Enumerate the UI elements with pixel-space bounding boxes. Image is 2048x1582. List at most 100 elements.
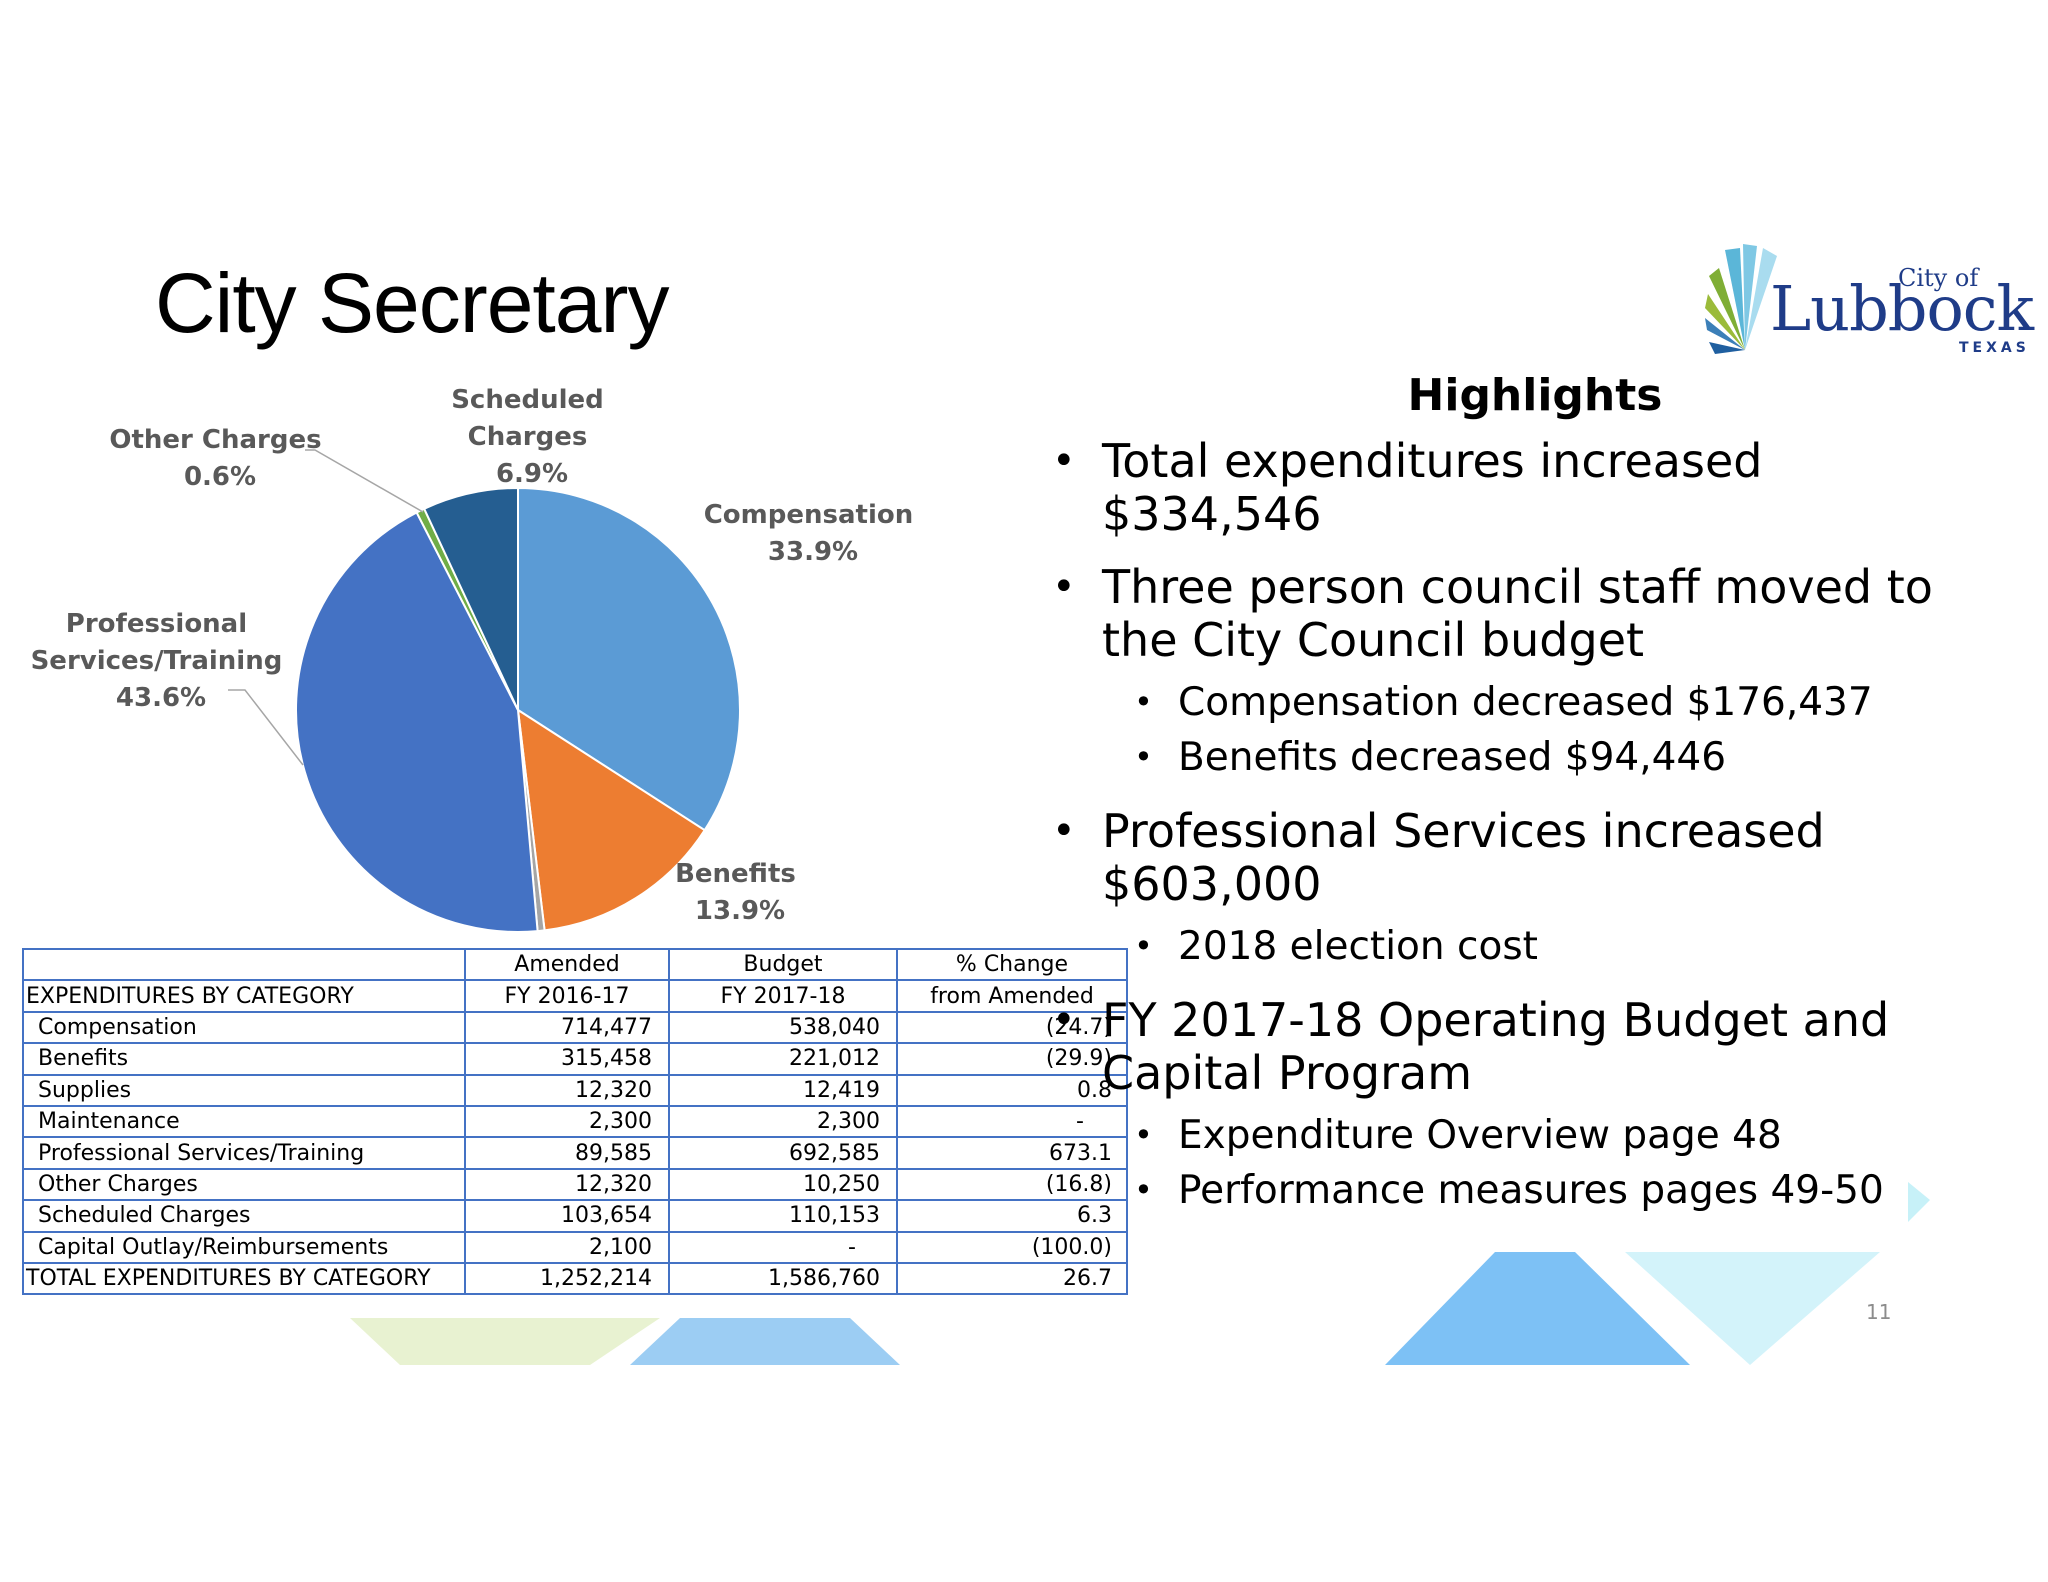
pie-slice-scheduled-charges: [422, 486, 519, 711]
table-row: Capital Outlay/Reimbursements 2,100- (100.…: [22, 1230, 1128, 1264]
pie-label-other: Other Charges 0.6%: [109, 425, 330, 492]
highlights-title: Highlights: [1407, 370, 1663, 421]
table-cell: -: [668, 1230, 898, 1264]
table-row: Benefits 315,458 221,012 (29.9): [22, 1042, 1128, 1076]
table-row: Supplies 12,320 12,419 0.8: [22, 1073, 1128, 1107]
table-cell: 26.7: [896, 1261, 1128, 1296]
pie-label-scheduled-line1: Scheduled: [451, 385, 604, 415]
blue-triangle-shape-right: [1385, 1252, 1690, 1365]
pie-label-professional: Professional Services/Training 43.6%: [31, 609, 292, 713]
table-cell: 1,586,760: [668, 1261, 898, 1296]
pie-label-other-value: 0.6%: [184, 462, 256, 492]
slide-title: City Secretary: [155, 256, 669, 350]
pie-label-professional-value: 43.6%: [116, 683, 206, 713]
table-header-cell: Budget: [668, 947, 898, 982]
pie-label-professional-line1: Professional: [66, 609, 247, 639]
table-header-row-1: Amended Budget % Change: [22, 947, 1128, 982]
table-cell: 2,100: [464, 1230, 670, 1264]
pie-label-compensation: Compensation 33.9%: [704, 500, 923, 567]
table-cell: Benefits: [22, 1042, 466, 1076]
highlight-subitem: Expenditure Overview page 48: [1102, 1108, 1940, 1163]
pie-label-compensation-value: 33.9%: [768, 537, 858, 567]
pie-label-professional-line2: Services/Training: [31, 646, 283, 676]
pie-label-compensation-name: Compensation: [704, 500, 914, 530]
table-header-row-2: EXPENDITURES BY CATEGORY FY 2016-17 FY 2…: [22, 979, 1128, 1013]
table-header-cell: Amended: [464, 947, 670, 982]
pie-leader-lines: [228, 449, 424, 766]
logo-fan-icon: [1705, 244, 1777, 354]
table-cell: 692,585: [668, 1136, 898, 1170]
table-row: Compensation 714,477 538,040 (24.7): [22, 1010, 1128, 1045]
table-header-cell: FY 2016-17: [464, 979, 670, 1013]
table-cell: 89,585: [464, 1136, 670, 1170]
highlight-sublist: Compensation decreased $176,437 Benefits…: [1102, 675, 1940, 785]
pie-chart: Compensation 33.9% Benefits 13.9% Profes…: [31, 385, 923, 933]
table-row: Maintenance 2,300 2,300-: [22, 1104, 1128, 1139]
pie-label-benefits-name: Benefits: [675, 859, 796, 889]
highlight-subitem: Compensation decreased $176,437: [1102, 675, 1940, 730]
cyan-triangle-shape: [1625, 1252, 1880, 1365]
table-cell: TOTAL EXPENDITURES BY CATEGORY: [22, 1261, 466, 1296]
highlights-panel: Highlights Total expenditures increased …: [1040, 370, 1940, 1238]
table-cell: Scheduled Charges: [22, 1199, 466, 1233]
table-header-cell: EXPENDITURES BY CATEGORY: [22, 979, 466, 1013]
city-logo: City of Lubbock TEXAS: [1705, 220, 2034, 370]
table-cell: Professional Services/Training: [22, 1136, 466, 1170]
highlight-item: FY 2017-18 Operating Budget and Capital …: [1040, 993, 1940, 1219]
highlight-subitem: 2018 election cost: [1102, 919, 1940, 974]
highlight-text: Total expenditures increased $334,546: [1102, 434, 1763, 541]
table-cell: 12,320: [464, 1073, 670, 1107]
blue-triangle-shape-left: [630, 1318, 900, 1365]
logo-city-of: City of: [1898, 264, 1979, 292]
pie-slice-professional-services-training: [295, 511, 539, 933]
highlight-subitem: Performance measures pages 49-50: [1102, 1163, 1940, 1218]
pie-label-other-name: Other Charges: [109, 425, 321, 455]
highlight-item: Total expenditures increased $334,546: [1040, 435, 1940, 541]
table-cell: 315,458: [464, 1042, 670, 1076]
table-row: Professional Services/Training 89,585 692,…: [22, 1136, 1128, 1170]
logo-name: Lubbock: [1770, 272, 2034, 345]
pie-label-benefits: Benefits 13.9%: [675, 859, 805, 926]
highlights-list: Total expenditures increased $334,546 Th…: [1040, 435, 1940, 1219]
highlight-sublist: Expenditure Overview page 48 Performance…: [1102, 1108, 1940, 1218]
table-row: Other Charges 12,320 10,250 (16.8): [22, 1167, 1128, 1202]
page-number: 11: [1866, 1300, 1892, 1324]
pie-slices: [295, 486, 741, 933]
table-cell: 103,654: [464, 1199, 670, 1233]
highlight-text: Professional Services increased $603,000: [1102, 804, 1825, 911]
table-cell: Other Charges: [22, 1167, 466, 1202]
pie-label-scheduled-line2: Charges: [468, 422, 588, 452]
highlight-text: Three person council staff moved to the …: [1102, 560, 1933, 667]
table-header-cell: [22, 947, 466, 982]
expenditures-table: Amended Budget % Change EXPENDITURES BY …: [22, 947, 1128, 1296]
pie-label-benefits-value: 13.9%: [695, 896, 785, 926]
highlight-sublist: 2018 election cost: [1102, 919, 1940, 974]
table-cell: Capital Outlay/Reimbursements: [22, 1230, 466, 1264]
table-cell: 110,153: [668, 1199, 898, 1233]
logo-state: TEXAS: [1959, 340, 2030, 356]
leader-line-professional: [228, 689, 304, 766]
table-cell: (100.0): [896, 1230, 1128, 1264]
table-header-cell: FY 2017-18: [668, 979, 898, 1013]
highlight-subitem: Benefits decreased $94,446: [1102, 730, 1940, 785]
table-cell: 2,300: [668, 1104, 898, 1139]
leader-line-other: [305, 449, 424, 513]
highlight-item: Three person council staff moved to the …: [1040, 560, 1940, 786]
pie-label-scheduled-value: 6.9%: [496, 459, 568, 489]
pie-label-scheduled: Scheduled Charges 6.9%: [451, 385, 613, 489]
highlight-text: FY 2017-18 Operating Budget and Capital …: [1102, 993, 1890, 1100]
green-triangle-shape: [350, 1318, 660, 1365]
pie-slice-benefits: [516, 708, 707, 932]
table-cell: 714,477: [464, 1010, 670, 1045]
table-cell: 1,252,214: [464, 1261, 670, 1296]
table-cell: 12,419: [668, 1073, 898, 1107]
table-cell: 12,320: [464, 1167, 670, 1202]
table-row: Scheduled Charges 103,654 110,153 6.3: [22, 1199, 1128, 1233]
table-cell: 221,012: [668, 1042, 898, 1076]
table-cell: 538,040: [668, 1010, 898, 1045]
table-cell: Compensation: [22, 1010, 466, 1045]
highlight-item: Professional Services increased $603,000…: [1040, 804, 1940, 975]
table-cell: 2,300: [464, 1104, 670, 1139]
table-total-row: TOTAL EXPENDITURES BY CATEGORY 1,252,214 1…: [22, 1261, 1128, 1296]
